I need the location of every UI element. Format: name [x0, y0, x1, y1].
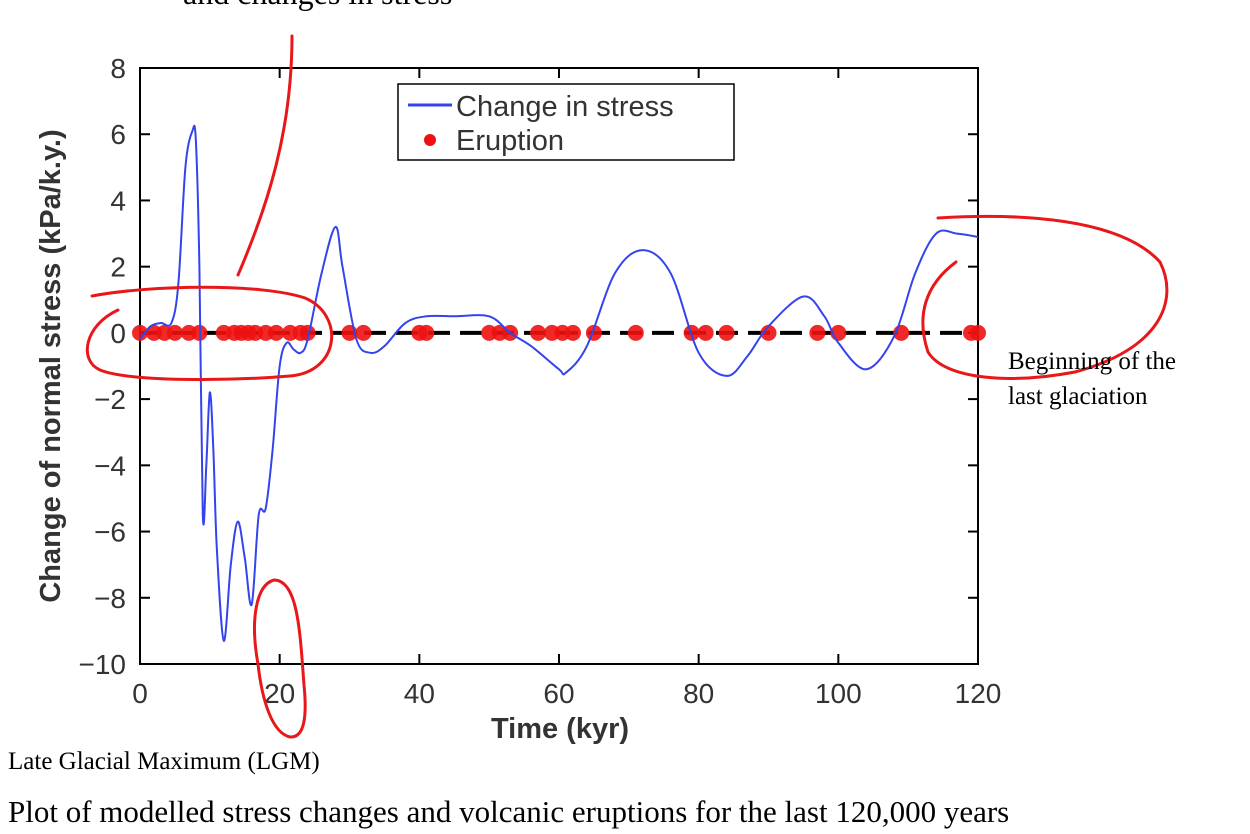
eruption-point: [166, 324, 183, 341]
y-tick-label: 0: [110, 318, 126, 349]
y-tick-label: 8: [110, 53, 126, 84]
eruption-point: [718, 324, 735, 341]
pen-stroke-pointer: [236, 34, 294, 277]
y-tick-label: −8: [94, 583, 126, 614]
y-tick-label: 4: [110, 185, 126, 216]
x-tick-label: 80: [683, 678, 714, 709]
annotation-lgm: Late Glacial Maximum (LGM): [8, 748, 320, 775]
eruption-point: [970, 324, 986, 341]
eruption-point: [132, 324, 148, 341]
legend: Change in stress Eruption: [397, 83, 735, 161]
eruption-point: [268, 324, 285, 341]
x-tick-label: 100: [815, 678, 862, 709]
legend-label-change-in-stress: Change in stress: [456, 91, 674, 123]
eruption-point: [809, 324, 826, 341]
x-tick-label: 120: [955, 678, 1002, 709]
figure-caption: Plot of modelled stress changes and volc…: [8, 794, 1009, 829]
eruption-point: [530, 324, 547, 341]
series-line-change-in-stress: [139, 124, 979, 642]
eruption-point: [299, 324, 316, 341]
y-tick-label: −4: [94, 450, 126, 481]
eruption-point: [627, 324, 644, 341]
pen-loop-early-eruptions: [85, 285, 334, 382]
x-tick-labels: 0 20 40 60 80 100 120: [132, 678, 1001, 709]
y-tick-label: −10: [79, 649, 127, 680]
y-tick-labels: 8 6 4 2 0 −2 −4 −6 −8 −10: [79, 53, 127, 680]
y-tick-label: 2: [110, 252, 126, 283]
y-tick-label: 6: [110, 119, 126, 150]
eruption-point: [418, 324, 435, 341]
x-tick-label: 40: [404, 678, 435, 709]
top-annotation-fragment: and changes in stress: [183, 0, 452, 11]
x-tick-label: 0: [132, 678, 148, 709]
legend-label-eruption: Eruption: [456, 125, 564, 157]
annotation-glaciation-line1: Beginning of the: [1008, 348, 1176, 375]
pen-loop-glaciation: [921, 214, 1169, 380]
eruption-point: [355, 324, 372, 341]
x-axis-title: Time (kyr): [491, 713, 629, 745]
eruption-points: [132, 324, 986, 341]
annotation-glaciation-line2: last glaciation: [1008, 383, 1148, 410]
eruption-point: [564, 324, 581, 341]
legend-box: [397, 83, 735, 161]
handwritten-annotations: [85, 34, 1169, 739]
legend-dot-swatch: [424, 134, 436, 146]
y-axis-title: Change of normal stress (kPa/k.y.): [35, 129, 67, 602]
y-tick-label: −6: [94, 517, 126, 548]
y-tick-label: −2: [94, 384, 126, 415]
eruption-point: [697, 324, 714, 341]
eruption-point: [760, 324, 777, 341]
x-tick-label: 60: [543, 678, 574, 709]
x-tick-label: 20: [264, 678, 295, 709]
pen-loop-lgm: [253, 578, 307, 739]
